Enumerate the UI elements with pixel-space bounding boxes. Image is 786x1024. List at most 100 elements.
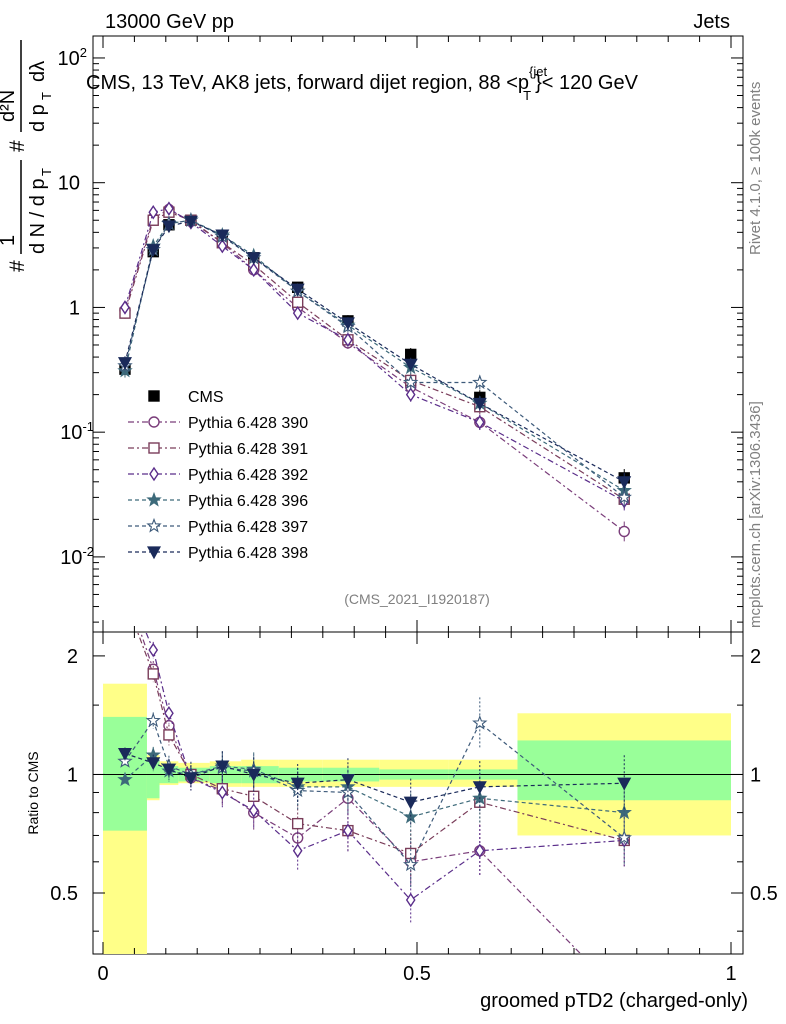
y-label-one: 1: [0, 235, 19, 246]
data-point: [617, 476, 632, 490]
ratio-series-clip: [117, 633, 632, 953]
data-point: [164, 201, 174, 216]
x-tick-label: 0.5: [403, 963, 431, 985]
data-point: [290, 283, 305, 297]
ratio-point: [472, 781, 487, 795]
y-label-pt-sub: T: [39, 168, 54, 176]
legend-label: Pythia 6.428 392: [188, 467, 308, 484]
ratio-point: [148, 642, 159, 658]
data-point: [148, 204, 159, 220]
x-tick-label: 0: [97, 963, 108, 985]
ratio-band-inner: [146, 758, 160, 799]
ratio-line-3: [145, 633, 625, 901]
y-label-denominator-2: d p: [27, 104, 49, 132]
chart-title-end: }< 120 GeV: [535, 72, 639, 94]
data-point: [340, 317, 355, 331]
data-point: [246, 252, 261, 266]
main-series: [117, 201, 632, 542]
data-point: [472, 374, 488, 390]
ratio-tick-label-left: 2: [67, 646, 78, 668]
ratio-point: [246, 768, 261, 782]
ratio-point: [617, 777, 632, 791]
legend-marker: [148, 390, 160, 402]
ratio-point: [343, 823, 353, 838]
ratio-point: [215, 760, 230, 774]
data-point: [291, 296, 304, 308]
ratio-point: [217, 785, 228, 800]
y-label-denominator: d N / d p: [27, 178, 49, 254]
ratio-point: [403, 796, 418, 810]
x-axis-label: groomed pTD2 (charged-only): [480, 990, 748, 1012]
legend-label: CMS: [188, 389, 224, 406]
data-point: [117, 357, 132, 371]
y-tick-label: 10: [58, 173, 80, 195]
legend-marker: [146, 546, 162, 560]
legend-marker: [148, 416, 160, 428]
ratio-point: [402, 856, 419, 872]
data-point: [217, 238, 228, 254]
ratio-y-axis-label: Ratio to CMS: [25, 751, 41, 834]
ratio-point: [164, 706, 174, 721]
header-left: 13000 GeV pp: [105, 11, 234, 33]
legend-marker: [148, 442, 160, 454]
y-tick-label: 10-1: [60, 419, 94, 444]
data-point: [292, 305, 303, 321]
data-point: [183, 215, 198, 229]
ratio-series: [117, 633, 632, 953]
side-label-bottom: mcplots.cern.ch [arXiv:1306.3436]: [747, 401, 764, 628]
y-tick-label: 102: [58, 45, 87, 70]
y-label-hash-2: #: [6, 140, 29, 152]
ratio-tick-label-right: 1: [750, 764, 761, 786]
ratio-point: [405, 892, 416, 908]
data-point: [618, 525, 630, 538]
legend-label: Pythia 6.428 391: [188, 441, 308, 458]
data-point: [343, 332, 353, 348]
data-point: [616, 489, 632, 504]
ratio-plot-frame: [92, 631, 744, 955]
y-label-pt-sub-2: T: [39, 92, 54, 100]
ratio-point: [248, 790, 260, 803]
data-point: [215, 229, 230, 243]
chart-title: CMS, 13 TeV, AK8 jets, forward dijet reg…: [86, 64, 639, 103]
data-point: [146, 244, 161, 258]
y-label-hash: #: [6, 260, 29, 272]
ratio-axes: 0.5 0.5 1 1 2 2 0 0.5 1: [50, 632, 778, 985]
ratio-point: [117, 747, 132, 761]
ratio-point: [474, 843, 485, 859]
header-right: Jets: [693, 11, 730, 33]
legend-label: Pythia 6.428 398: [188, 545, 308, 562]
chart-title-sup: {jet: [529, 64, 547, 79]
legend-label: Pythia 6.428 390: [188, 415, 308, 432]
y-label-dlambda: dλ: [27, 61, 49, 82]
ratio-tick-label-left: 1: [67, 764, 78, 786]
ratio-point: [472, 715, 488, 730]
y-tick-exponent: -2: [82, 544, 94, 559]
ratio-point: [291, 817, 304, 830]
ratio-point: [183, 772, 198, 786]
legend-label: Pythia 6.428 396: [188, 493, 308, 510]
ratio-point: [146, 757, 161, 771]
y-label-numerator: d²N: [0, 90, 19, 122]
ratio-tick-label-right: 0.5: [750, 883, 778, 905]
legend-marker: [149, 466, 159, 482]
y-tick-label: 1: [69, 297, 80, 319]
ratio-point: [161, 763, 176, 777]
ratio-tick-label-left: 0.5: [50, 883, 78, 905]
data-point: [405, 387, 416, 402]
data-point: [403, 358, 418, 372]
ratio-point: [290, 777, 305, 791]
analysis-tag: (CMS_2021_I1920187): [344, 591, 490, 607]
ratio-bands: [93, 683, 743, 954]
ratio-point: [616, 829, 632, 845]
ratio-point: [248, 803, 259, 818]
y-tick-exponent: -1: [82, 419, 94, 434]
main-y-axis-label: # 1 d N / d p T # d²N d p T dλ: [0, 40, 54, 272]
ratio-tick-label-right: 2: [750, 646, 761, 668]
main-axes: 10-2 10-1 1 10 102: [58, 36, 743, 632]
legend-marker: [146, 491, 162, 507]
data-point: [474, 415, 485, 430]
ratio-point: [163, 729, 175, 741]
y-tick-label: 10-2: [60, 544, 94, 569]
x-tick-label: 1: [725, 963, 736, 985]
y-tick-exponent: 2: [80, 45, 87, 60]
